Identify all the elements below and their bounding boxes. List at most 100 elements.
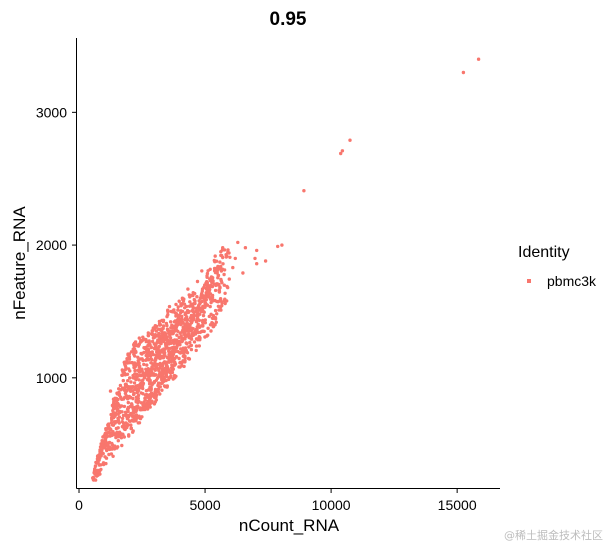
data-point (111, 430, 115, 434)
data-point (211, 279, 215, 283)
data-point (136, 368, 140, 372)
legend-label-pbmc3k: pbmc3k (547, 273, 597, 289)
data-point (95, 454, 100, 458)
data-point (149, 332, 154, 336)
data-point (160, 371, 164, 375)
data-point (119, 432, 123, 436)
data-point (348, 138, 352, 142)
data-point (180, 364, 184, 368)
data-point (156, 387, 161, 391)
data-point (140, 357, 144, 361)
data-point (108, 447, 112, 452)
y-ticks: 1000 2000 3000 (36, 104, 77, 386)
data-point (142, 362, 146, 367)
data-point (189, 337, 194, 341)
data-point (128, 419, 132, 423)
data-point (93, 464, 98, 468)
data-point (142, 375, 147, 379)
data-point (157, 353, 162, 357)
data-point (214, 259, 219, 263)
data-point (182, 346, 186, 351)
data-point (134, 387, 138, 391)
data-point (243, 246, 248, 250)
data-point (106, 425, 110, 429)
data-point (194, 309, 198, 313)
x-tick-label: 5000 (189, 497, 220, 513)
data-point (154, 395, 158, 400)
data-point (122, 404, 127, 409)
data-point (129, 380, 133, 384)
data-point (109, 421, 114, 425)
data-point (148, 388, 152, 392)
data-point (201, 318, 205, 323)
data-point (218, 266, 223, 270)
data-point (137, 421, 142, 425)
data-point (112, 399, 116, 404)
data-point (174, 338, 179, 342)
data-point (162, 370, 166, 375)
data-point (263, 259, 268, 263)
data-point (177, 299, 181, 303)
data-point (126, 385, 131, 389)
data-point (122, 421, 126, 426)
data-point (208, 296, 212, 300)
data-point (171, 338, 175, 343)
data-point (120, 424, 125, 429)
x-tick-label: 0 (75, 497, 83, 513)
data-point (113, 405, 118, 409)
data-point (196, 314, 200, 318)
data-point (189, 334, 193, 338)
data-point (203, 302, 207, 306)
data-point (145, 363, 149, 367)
data-point (221, 262, 225, 266)
data-point (134, 400, 138, 404)
data-point (189, 347, 194, 352)
data-point (121, 397, 126, 401)
data-point (173, 319, 177, 323)
data-point (176, 329, 180, 333)
data-point (162, 347, 166, 351)
data-point (131, 396, 135, 401)
data-point (144, 358, 148, 362)
data-point (131, 430, 135, 434)
data-point (125, 389, 129, 393)
data-point (183, 354, 187, 358)
data-point (213, 308, 218, 313)
data-point (203, 318, 207, 322)
data-point (236, 240, 240, 245)
data-point (189, 327, 193, 331)
data-point (205, 281, 209, 285)
data-point (222, 298, 226, 303)
data-point (101, 451, 105, 456)
data-point (133, 368, 137, 373)
data-point (165, 365, 169, 369)
data-point (219, 277, 223, 282)
data-point (192, 297, 196, 302)
data-point (140, 379, 144, 383)
data-point (160, 367, 165, 371)
data-point (140, 415, 144, 419)
data-point (137, 373, 142, 378)
data-point (189, 319, 193, 323)
data-point (196, 304, 201, 309)
data-point (182, 302, 187, 306)
data-point (185, 318, 190, 322)
data-point (161, 375, 166, 379)
data-point (227, 277, 231, 281)
data-point (217, 299, 221, 304)
data-point (203, 321, 207, 325)
data-point (96, 458, 101, 462)
data-point (96, 468, 101, 473)
data-point (154, 373, 158, 377)
data-point (209, 300, 213, 305)
data-point (210, 321, 214, 325)
data-point (123, 410, 128, 414)
data-point (176, 323, 180, 327)
data-point (103, 455, 107, 459)
data-point (164, 344, 169, 348)
data-point (133, 342, 138, 347)
data-point (203, 335, 207, 339)
data-point (188, 340, 192, 345)
data-point (205, 289, 210, 293)
data-point (184, 334, 188, 339)
